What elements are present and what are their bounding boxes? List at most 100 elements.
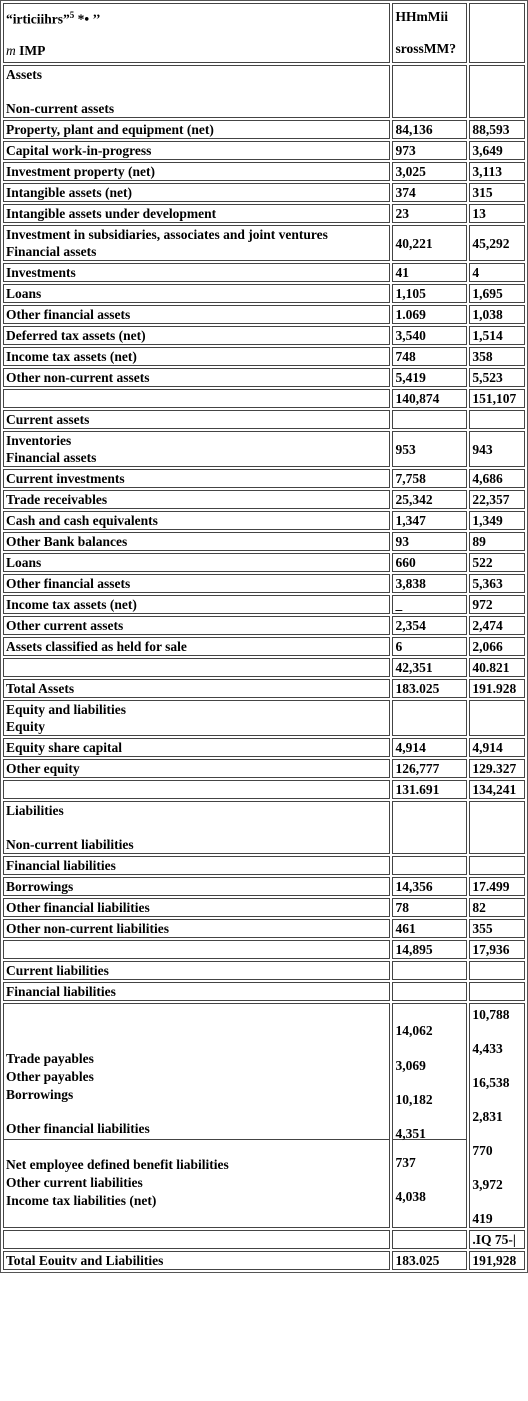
table-row: Income tax assets (net) 748 358 [3, 347, 525, 366]
header-title-cell: “irticiihrs”5 *• ’’ m IMP [3, 3, 390, 63]
row-label: Borrowings [6, 1086, 387, 1104]
table-row: Loans 660 522 [3, 553, 525, 572]
value-cell: 78 [392, 898, 467, 917]
table-row: Other Bank balances 93 89 [3, 532, 525, 551]
value-cell: 129.327 [469, 759, 525, 778]
header-line1-tail: *• ’’ [74, 11, 100, 26]
table-row: Loans 1,105 1,695 [3, 284, 525, 303]
row-label: Capital work-in-progress [3, 141, 390, 160]
subtotal-value: 17,936 [469, 940, 525, 959]
table-row: Trade receivables 25,342 22,357 [3, 490, 525, 509]
row-label: Deferred tax assets (net) [3, 326, 390, 345]
subtotal-value: 14,895 [392, 940, 467, 959]
equity-liabilities-heading: Equity and liabilities [6, 701, 387, 718]
section-assets: Assets Non-current assets [3, 65, 525, 118]
row-label: Inventories [6, 432, 387, 449]
value-cell: 126,777 [392, 759, 467, 778]
value-cell: 522 [469, 553, 525, 572]
subtotal-row: 14,895 17,936 [3, 940, 525, 959]
value-cell: 358 [469, 347, 525, 366]
value-cell: 25,342 [392, 490, 467, 509]
value-cell: 3,025 [392, 162, 467, 181]
header-line1: “irticiihrs” [6, 11, 70, 26]
section-heading-row: Liabilities Non-current liabilities [3, 801, 525, 854]
header-col2-cell: HHmMii srossMM? [392, 3, 467, 63]
value-cell: 1,347 [392, 511, 467, 530]
table-row: Cash and cash equivalents 1,347 1,349 [3, 511, 525, 530]
value-cell: 770 [472, 1142, 522, 1159]
value-cell: 1,514 [469, 326, 525, 345]
value-cell: 7,758 [392, 469, 467, 488]
total-value: 191,928 [469, 1251, 525, 1270]
value-cell: 4,914 [392, 738, 467, 757]
section-heading-row: Financial liabilities [3, 982, 525, 1001]
total-value: 183.025 [392, 679, 467, 698]
row-label: Equity share capital [3, 738, 390, 757]
value-cell: 2,066 [469, 637, 525, 656]
section-heading-row: Current liabilities [3, 961, 525, 980]
row-label: Trade payables [6, 1050, 387, 1068]
total-row: Total Eouitv and Liabilities 183.025 191,9… [3, 1251, 525, 1270]
value-cell: 6 [392, 637, 467, 656]
row-label: Other financial assets [3, 574, 390, 593]
subtotal-value: 140,874 [392, 389, 467, 408]
table-row: Other financial assets 3,838 5,363 [3, 574, 525, 593]
value-cell: 1,695 [469, 284, 525, 303]
value-cell: 461 [392, 919, 467, 938]
header-col3-cell [469, 3, 525, 63]
total-value: 183.025 [392, 1251, 467, 1270]
value-cell: 5,419 [392, 368, 467, 387]
value-cell: 5,363 [469, 574, 525, 593]
subtotal-value: 151,107 [469, 389, 525, 408]
subtotal-value: 134,241 [469, 780, 525, 799]
value-cell: 3,069 [395, 1057, 464, 1074]
value-cell: 88,593 [469, 120, 525, 139]
row-label: Other current assets [3, 616, 390, 635]
value-cell: 2,831 [472, 1108, 522, 1125]
row-label: Cash and cash equivalents [3, 511, 390, 530]
section-heading-row: Equity and liabilities Equity [3, 700, 525, 736]
header-col2-line1: HHmMii [395, 8, 464, 26]
row-label: Other non-current assets [3, 368, 390, 387]
financial-liabilities-heading: Financial liabilities [3, 982, 390, 1001]
value-cell: 1,105 [392, 284, 467, 303]
table-row: Investment in subsidiaries, associates a… [3, 225, 525, 261]
liabilities-heading: Liabilities [6, 802, 387, 819]
table-row: Inventories Financial assets 953 943 [3, 431, 525, 467]
value-cell: 3,649 [469, 141, 525, 160]
total-row: Total Assets 183.025 191.928 [3, 679, 525, 698]
value-cell: 10,788 [472, 1006, 522, 1023]
value-cell: 3,972 [472, 1176, 522, 1193]
subtotal-value: .IQ 75-| [469, 1230, 525, 1249]
row-label: Other Bank balances [3, 532, 390, 551]
row-label: Current investments [3, 469, 390, 488]
subtotal-row: 140,874 151,107 [3, 389, 525, 408]
assets-heading: Assets [6, 66, 387, 83]
value-cell: 4,914 [469, 738, 525, 757]
value-cell: 17.499 [469, 877, 525, 896]
value-cell: 41 [392, 263, 467, 282]
row-label: Income tax assets (net) [3, 347, 390, 366]
row-label: Other current liabilities [6, 1174, 387, 1192]
row-label: Other financial assets [3, 305, 390, 324]
value-cell: 23 [392, 204, 467, 223]
current-liabilities-heading: Current liabilities [3, 961, 390, 980]
row-label: Investments [3, 263, 390, 282]
row-label: Income tax assets (net) [3, 595, 390, 614]
financial-assets-subheading: Financial assets [6, 243, 387, 260]
row-label: Other non-current liabilities [3, 919, 390, 938]
subtotal-row: 131.691 134,241 [3, 780, 525, 799]
value-cell: 1,038 [469, 305, 525, 324]
value-cell: 93 [392, 532, 467, 551]
total-assets-label: Total Assets [3, 679, 390, 698]
table-row: Investments 41 4 [3, 263, 525, 282]
table-row: Borrowings 14,356 17.499 [3, 877, 525, 896]
table-row: Property, plant and equipment (net) 84,13… [3, 120, 525, 139]
table-row: Assets classified as held for sale 6 2,066 [3, 637, 525, 656]
row-label: Borrowings [3, 877, 390, 896]
value-cell: 10,182 [395, 1091, 464, 1108]
value-cell: 315 [469, 183, 525, 202]
subtotal-row: 42,351 40.821 [3, 658, 525, 677]
table-row: Other non-current liabilities 461 355 [3, 919, 525, 938]
header-col2-line2: srossMM? [395, 40, 464, 58]
